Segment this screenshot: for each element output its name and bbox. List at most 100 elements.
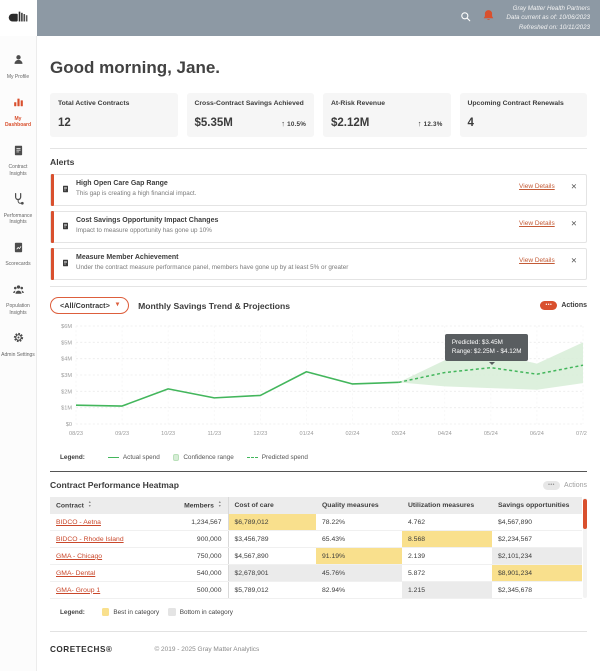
trend-chart-title: Monthly Savings Trend & Projections (138, 300, 290, 311)
contract-link[interactable]: GMA- Group 1 (56, 586, 101, 594)
column-header-members[interactable]: Members ▲ ▼ (170, 497, 228, 515)
svg-text:09/23: 09/23 (115, 431, 129, 437)
heatmap-cell: $2,678,901 (227, 564, 316, 583)
heatmap-legend: Legend: Best in category Bottom in categ… (50, 608, 587, 616)
sidebar: My Profile My Dashboard Contract Insight… (0, 36, 37, 671)
close-icon[interactable]: ✕ (570, 219, 577, 228)
stat-card-label: Cross-Contract Savings Achieved (194, 100, 304, 107)
actual-spend-line-icon (107, 457, 119, 458)
legend-item: Actual spend (122, 454, 160, 461)
column-header-savings-opportunities[interactable]: Savings opportunities (492, 497, 582, 515)
svg-text:01/24: 01/24 (299, 431, 313, 437)
contract-link[interactable]: GMA - Chicago (56, 552, 103, 560)
svg-text:03/24: 03/24 (392, 431, 406, 437)
heatmap-tbody: BIDCO - Aetna 1,234,567 $6,789,012 78.22% 4.… (50, 514, 582, 600)
view-details-link[interactable]: View Details (519, 257, 555, 265)
page-footer: CORETECHS® © 2019 - 2025 Gray Matter Ana… (50, 630, 587, 667)
search-icon[interactable] (460, 9, 471, 27)
view-details-link[interactable]: View Details (519, 183, 555, 191)
dashboard-bars-icon (12, 95, 25, 113)
heatmap-cell: 45.76% (316, 564, 402, 583)
column-header-quality-measures[interactable]: Quality measures (316, 497, 402, 515)
stat-card-label: Upcoming Contract Renewals (467, 100, 564, 107)
heatmap-cell: $6,789,012 (227, 514, 316, 532)
alerts-title: Alerts (50, 157, 75, 167)
chart-tooltip: Predicted: $3.45M Range: $2.25M - $4.12M (444, 333, 529, 365)
sidebar-item-my-dashboard[interactable]: My Dashboard (0, 92, 36, 132)
dropdown-value: <All/Contract> (60, 301, 110, 310)
members-cell: 750,000 (170, 547, 228, 566)
alert-title: High Open Care Gap Range (76, 180, 168, 187)
notifications-bell-icon[interactable] (482, 9, 495, 27)
stat-card-delta: ↑ 10.5% (281, 119, 306, 128)
contract-alert-icon (61, 255, 70, 273)
alert-title: Cost Savings Opportunity Impact Changes (76, 217, 219, 224)
contract-link[interactable]: BIDCO - Rhode Island (56, 535, 124, 543)
column-header-cost-of-care[interactable]: Cost of care (227, 497, 316, 515)
trend-actions-button[interactable]: ••• Actions (540, 301, 587, 310)
close-icon[interactable]: ✕ (570, 256, 577, 265)
contract-filter-dropdown[interactable]: <All/Contract> ▾ (50, 297, 130, 314)
table-row: BIDCO - Aetna 1,234,567 $6,789,012 78.22% 4.… (50, 514, 582, 532)
divider (50, 286, 587, 287)
sidebar-item-contract-insights[interactable]: Contract Insights (0, 141, 36, 181)
close-icon[interactable]: ✕ (570, 182, 577, 191)
divider (50, 148, 587, 149)
stat-card-total-active-contracts: Total Active Contracts 12 (50, 93, 178, 137)
chevron-down-icon: ▾ (115, 301, 120, 309)
view-details-link[interactable]: View Details (519, 220, 555, 228)
sidebar-label: Population Insights (6, 303, 30, 316)
members-cell: 900,000 (170, 530, 228, 549)
predicted-spend-line-icon (246, 457, 258, 458)
heatmap-cell: 82.94% (316, 581, 402, 600)
alert-title: Measure Member Achievement (76, 254, 179, 261)
svg-text:08/23: 08/23 (69, 431, 83, 437)
heatmap-actions-button[interactable]: ••• Actions (543, 480, 587, 490)
contract-icon (12, 144, 25, 162)
actions-label: Actions (564, 481, 587, 489)
sidebar-item-scorecards[interactable]: Scorecards (0, 238, 36, 271)
brand-name: CORETECHS® (50, 644, 113, 654)
data-current-text: Data current as of: 10/06/2023 (506, 14, 590, 22)
scorecard-icon (12, 241, 25, 259)
main-content: Good morning, Jane. Total Active Contrac… (37, 36, 600, 671)
alerts-list: High Open Care Gap Range This gap is cre… (50, 174, 587, 280)
sort-icon[interactable]: ▲ ▼ (87, 500, 92, 508)
members-cell: 540,000 (170, 564, 228, 583)
svg-text:$6M: $6M (61, 324, 72, 330)
sidebar-item-my-profile[interactable]: My Profile (0, 50, 36, 83)
stat-card-upcoming-renewals: Upcoming Contract Renewals 4 (459, 93, 587, 137)
actions-label: Actions (561, 302, 587, 309)
stat-card-delta: ↑ 12.3% (417, 119, 443, 128)
heatmap-cell: 78.22% (316, 514, 402, 532)
stat-cards-row: Total Active Contracts 12 Cross-Contract… (50, 93, 587, 137)
sort-icon[interactable]: ▲ ▼ (217, 500, 222, 508)
people-icon (12, 283, 25, 301)
table-scrollbar-thumb[interactable] (583, 499, 587, 529)
heatmap-cell: 8.568 (402, 530, 492, 549)
contract-link[interactable]: BIDCO - Aetna (56, 518, 101, 526)
contract-cell: GMA- Group 1 (50, 581, 170, 600)
stethoscope-icon (12, 192, 25, 210)
app-logo[interactable] (0, 0, 37, 36)
alert-cost-savings-impact: Cost Savings Opportunity Impact Changes … (50, 211, 587, 243)
table-header-row: Contract ▲ ▼ Members ▲ ▼ Cost of care Qualit… (50, 497, 582, 515)
sidebar-label: My Profile (6, 73, 30, 80)
heatmap-cell: $5,789,012 (227, 581, 316, 600)
sidebar-item-admin-settings[interactable]: Admin Settings (0, 328, 36, 361)
column-header-contract[interactable]: Contract ▲ ▼ (50, 497, 170, 515)
contract-link[interactable]: GMA- Dental (56, 569, 96, 577)
sidebar-item-population-insights[interactable]: Population Insights (0, 280, 36, 320)
column-header-utilization-measures[interactable]: Utilization measures (402, 497, 492, 515)
svg-text:12/23: 12/23 (253, 431, 267, 437)
trend-section-header: <All/Contract> ▾ Monthly Savings Trend &… (50, 297, 587, 314)
header-meta: Gray Matter Health Partners Data current… (506, 4, 590, 33)
tooltip-predicted: Predicted: $3.45M (451, 338, 503, 346)
members-cell: 500,000 (170, 581, 228, 600)
heatmap-cell: 65.43% (316, 530, 402, 549)
tooltip-range: Range: $2.25M - $4.12M (451, 348, 522, 356)
svg-text:10/23: 10/23 (161, 431, 175, 437)
alert-description: Under the contract measure performance p… (76, 264, 349, 271)
sidebar-item-performance-insights[interactable]: Performance Insights (0, 189, 36, 229)
table-row: GMA - Chicago 750,000 $4,567,890 91.19% 2.13… (50, 547, 582, 566)
